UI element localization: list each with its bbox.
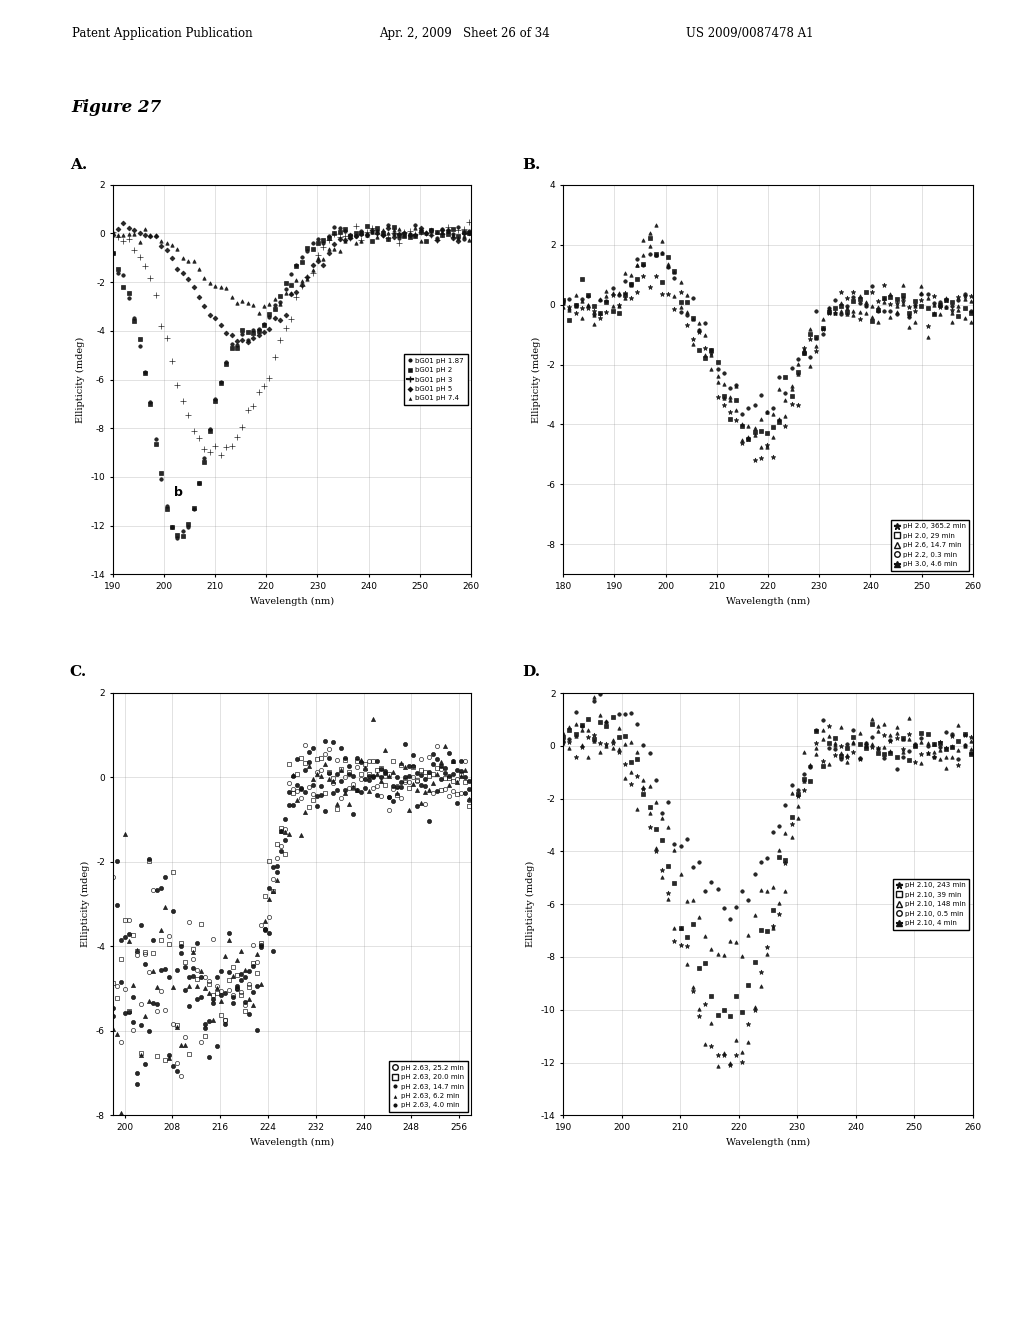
Text: Figure 27: Figure 27 xyxy=(72,99,162,116)
Legend: pH 2.10, 243 min, pH 2.10, 39 min, pH 2.10, 148 min, pH 2.10, 0.5 min, pH 2.10, : pH 2.10, 243 min, pH 2.10, 39 min, pH 2.… xyxy=(893,879,970,929)
Y-axis label: Ellipticity (mdeg): Ellipticity (mdeg) xyxy=(76,337,85,422)
Y-axis label: Ellipticity (mdeg): Ellipticity (mdeg) xyxy=(531,337,541,422)
Text: B.: B. xyxy=(522,158,541,172)
Legend: pH 2.63, 25.2 min, pH 2.63, 20.0 min, pH 2.63, 14.7 min, pH 2.63, 6.2 min, pH 2.: pH 2.63, 25.2 min, pH 2.63, 20.0 min, pH… xyxy=(389,1061,468,1111)
Text: Apr. 2, 2009   Sheet 26 of 34: Apr. 2, 2009 Sheet 26 of 34 xyxy=(379,26,550,40)
Text: D.: D. xyxy=(522,665,541,678)
Text: b: b xyxy=(173,486,182,499)
Legend: pH 2.0, 365.2 min, pH 2.0, 29 min, pH 2.6, 14.7 min, pH 2.2, 0.3 min, pH 3.0, 4.: pH 2.0, 365.2 min, pH 2.0, 29 min, pH 2.… xyxy=(891,520,970,570)
X-axis label: Wavelength (nm): Wavelength (nm) xyxy=(250,597,334,606)
Text: Patent Application Publication: Patent Application Publication xyxy=(72,26,252,40)
Y-axis label: Ellipticity (mdeg): Ellipticity (mdeg) xyxy=(526,861,536,948)
Text: US 2009/0087478 A1: US 2009/0087478 A1 xyxy=(686,26,814,40)
Legend: bG01 pH 1.87, bG01 pH 2, bG01 pH 3, bG01 pH 5, bG01 pH 7.4: bG01 pH 1.87, bG01 pH 2, bG01 pH 3, bG01… xyxy=(403,354,468,405)
X-axis label: Wavelength (nm): Wavelength (nm) xyxy=(726,1138,810,1147)
Y-axis label: Ellipticity (mdeg): Ellipticity (mdeg) xyxy=(81,861,90,948)
Text: C.: C. xyxy=(70,665,87,678)
X-axis label: Wavelength (nm): Wavelength (nm) xyxy=(726,597,810,606)
X-axis label: Wavelength (nm): Wavelength (nm) xyxy=(250,1138,334,1147)
Text: A.: A. xyxy=(70,158,87,172)
